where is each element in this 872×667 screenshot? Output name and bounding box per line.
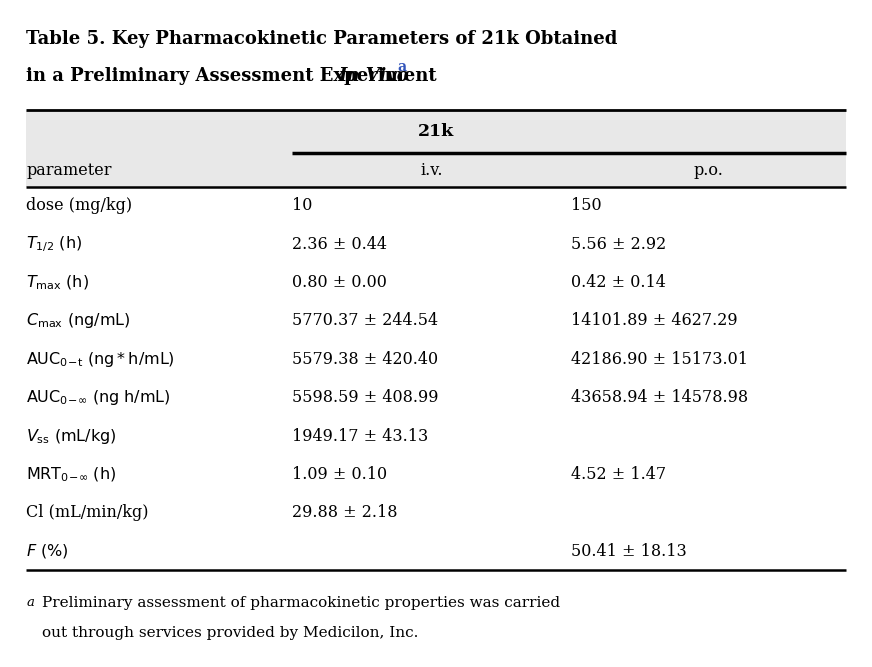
Text: out through services provided by Medicilon, Inc.: out through services provided by Medicil…: [42, 626, 419, 640]
Text: dose (mg/kg): dose (mg/kg): [26, 197, 133, 214]
Text: 50.41 ± 18.13: 50.41 ± 18.13: [571, 543, 687, 560]
Text: 5.56 ± 2.92: 5.56 ± 2.92: [571, 236, 666, 253]
Text: $T_{1/2}$ $\rm(h)$: $T_{1/2}$ $\rm(h)$: [26, 234, 82, 254]
Text: 5579.38 ± 420.40: 5579.38 ± 420.40: [292, 351, 439, 368]
Text: 43658.94 ± 14578.98: 43658.94 ± 14578.98: [571, 390, 748, 406]
Text: parameter: parameter: [26, 161, 112, 179]
Text: $\rm MRT_{0\!-\!\infty}$ $\rm(h)$: $\rm MRT_{0\!-\!\infty}$ $\rm(h)$: [26, 465, 116, 484]
Text: in a Preliminary Assessment Experiment: in a Preliminary Assessment Experiment: [26, 67, 443, 85]
Text: $\rm AUC_{0\!-\!\infty}$ $\rm(ng\ h/mL)$: $\rm AUC_{0\!-\!\infty}$ $\rm(ng\ h/mL)$: [26, 388, 171, 407]
Bar: [26, 110, 846, 187]
Text: $F$ (%): $F$ (%): [26, 542, 69, 560]
Text: 1949.17 ± 43.13: 1949.17 ± 43.13: [292, 428, 428, 444]
Text: $T_{\rm max}$ $\rm(h)$: $T_{\rm max}$ $\rm(h)$: [26, 273, 89, 292]
Text: 1.09 ± 0.10: 1.09 ± 0.10: [292, 466, 387, 483]
Text: a: a: [398, 60, 406, 74]
Text: 150: 150: [571, 197, 602, 214]
Text: 42186.90 ± 15173.01: 42186.90 ± 15173.01: [571, 351, 748, 368]
Text: In Vivo: In Vivo: [338, 67, 409, 85]
Text: $C_{\rm max}$ $\rm(ng/mL)$: $C_{\rm max}$ $\rm(ng/mL)$: [26, 311, 131, 330]
Text: 4.52 ± 1.47: 4.52 ± 1.47: [571, 466, 666, 483]
Text: Table 5. Key Pharmacokinetic Parameters of 21k Obtained: Table 5. Key Pharmacokinetic Parameters …: [26, 30, 617, 48]
Text: a: a: [26, 596, 34, 608]
Text: 21k: 21k: [418, 123, 454, 140]
Text: i.v.: i.v.: [420, 161, 443, 179]
Text: Cl (mL/min/kg): Cl (mL/min/kg): [26, 504, 148, 521]
Text: 29.88 ± 2.18: 29.88 ± 2.18: [292, 504, 398, 521]
Text: $\rm AUC_{0\!-\!t}$ $\rm(ng*h/mL)$: $\rm AUC_{0\!-\!t}$ $\rm(ng*h/mL)$: [26, 350, 175, 369]
Text: 0.42 ± 0.14: 0.42 ± 0.14: [571, 274, 666, 291]
Text: p.o.: p.o.: [693, 161, 724, 179]
Text: Preliminary assessment of pharmacokinetic properties was carried: Preliminary assessment of pharmacokineti…: [42, 596, 560, 610]
Text: 14101.89 ± 4627.29: 14101.89 ± 4627.29: [571, 313, 738, 329]
Text: $V_{\rm ss}$ $\rm(mL/kg)$: $V_{\rm ss}$ $\rm(mL/kg)$: [26, 427, 117, 446]
Text: 2.36 ± 0.44: 2.36 ± 0.44: [292, 236, 387, 253]
Text: 5598.59 ± 408.99: 5598.59 ± 408.99: [292, 390, 439, 406]
Text: 5770.37 ± 244.54: 5770.37 ± 244.54: [292, 313, 439, 329]
Text: 10: 10: [292, 197, 312, 214]
Text: 0.80 ± 0.00: 0.80 ± 0.00: [292, 274, 387, 291]
